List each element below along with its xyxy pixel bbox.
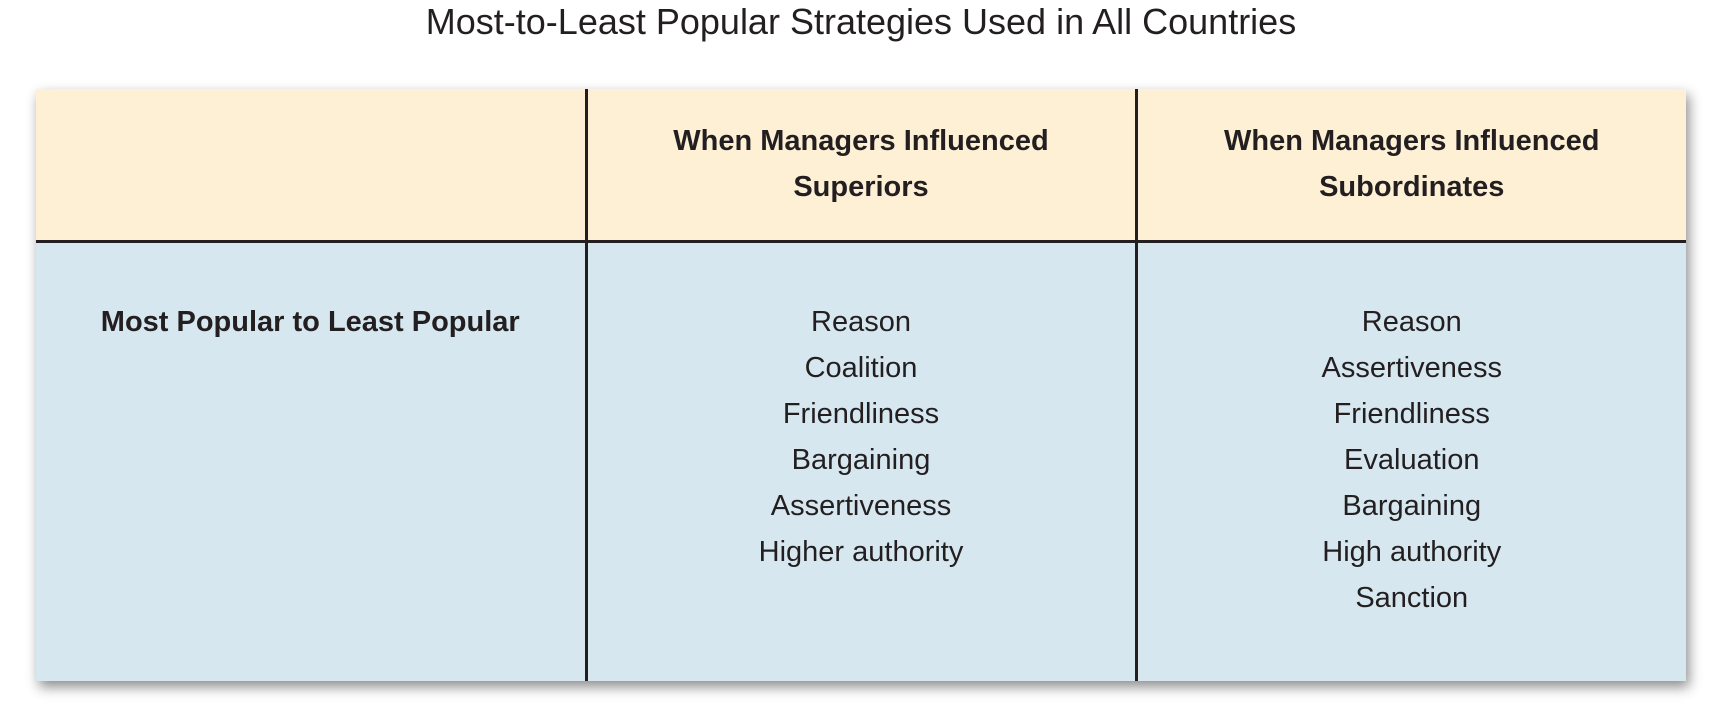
list-item: Assertiveness	[770, 489, 952, 522]
list-item: Friendliness	[1333, 397, 1490, 430]
list-item: Reason	[1361, 305, 1462, 338]
superiors-strategy-list: Reason Coalition Friendliness Bargaining…	[589, 299, 1134, 575]
header-superiors: When Managers Influenced Superiors	[584, 89, 1136, 243]
page-title: Most-to-Least Popular Strategies Used in…	[425, 1, 1297, 42]
row-label: Most Popular to Least Popular	[100, 305, 520, 338]
list-item: Bargaining	[791, 443, 931, 476]
list-item: Evaluation	[1344, 443, 1480, 476]
list-item: Bargaining	[1342, 489, 1482, 522]
row-label-cell: Most Popular to Least Popular	[36, 241, 586, 681]
list-item: Higher authority	[758, 535, 964, 568]
header-empty-cell	[36, 89, 586, 243]
list-item: Sanction	[1355, 581, 1469, 614]
list-item: High authority	[1322, 535, 1502, 568]
table-body-row: Most Popular to Least Popular Reason Coa…	[36, 241, 1686, 681]
subordinates-strategy-list: Reason Assertiveness Friendliness Evalua…	[1139, 299, 1686, 621]
superiors-cell: Reason Coalition Friendliness Bargaining…	[584, 241, 1136, 681]
header-subordinates: When Managers Influenced Subordinates	[1134, 89, 1686, 243]
list-item: Reason	[811, 305, 911, 338]
list-item: Friendliness	[782, 397, 940, 430]
table-header-row: When Managers Influenced Superiors When …	[36, 89, 1686, 243]
strategy-table: When Managers Influenced Superiors When …	[36, 89, 1686, 681]
list-item: Assertiveness	[1321, 351, 1502, 384]
list-item: Coalition	[804, 351, 918, 384]
subordinates-cell: Reason Assertiveness Friendliness Evalua…	[1134, 241, 1686, 681]
strategy-table-container: When Managers Influenced Superiors When …	[36, 89, 1686, 681]
